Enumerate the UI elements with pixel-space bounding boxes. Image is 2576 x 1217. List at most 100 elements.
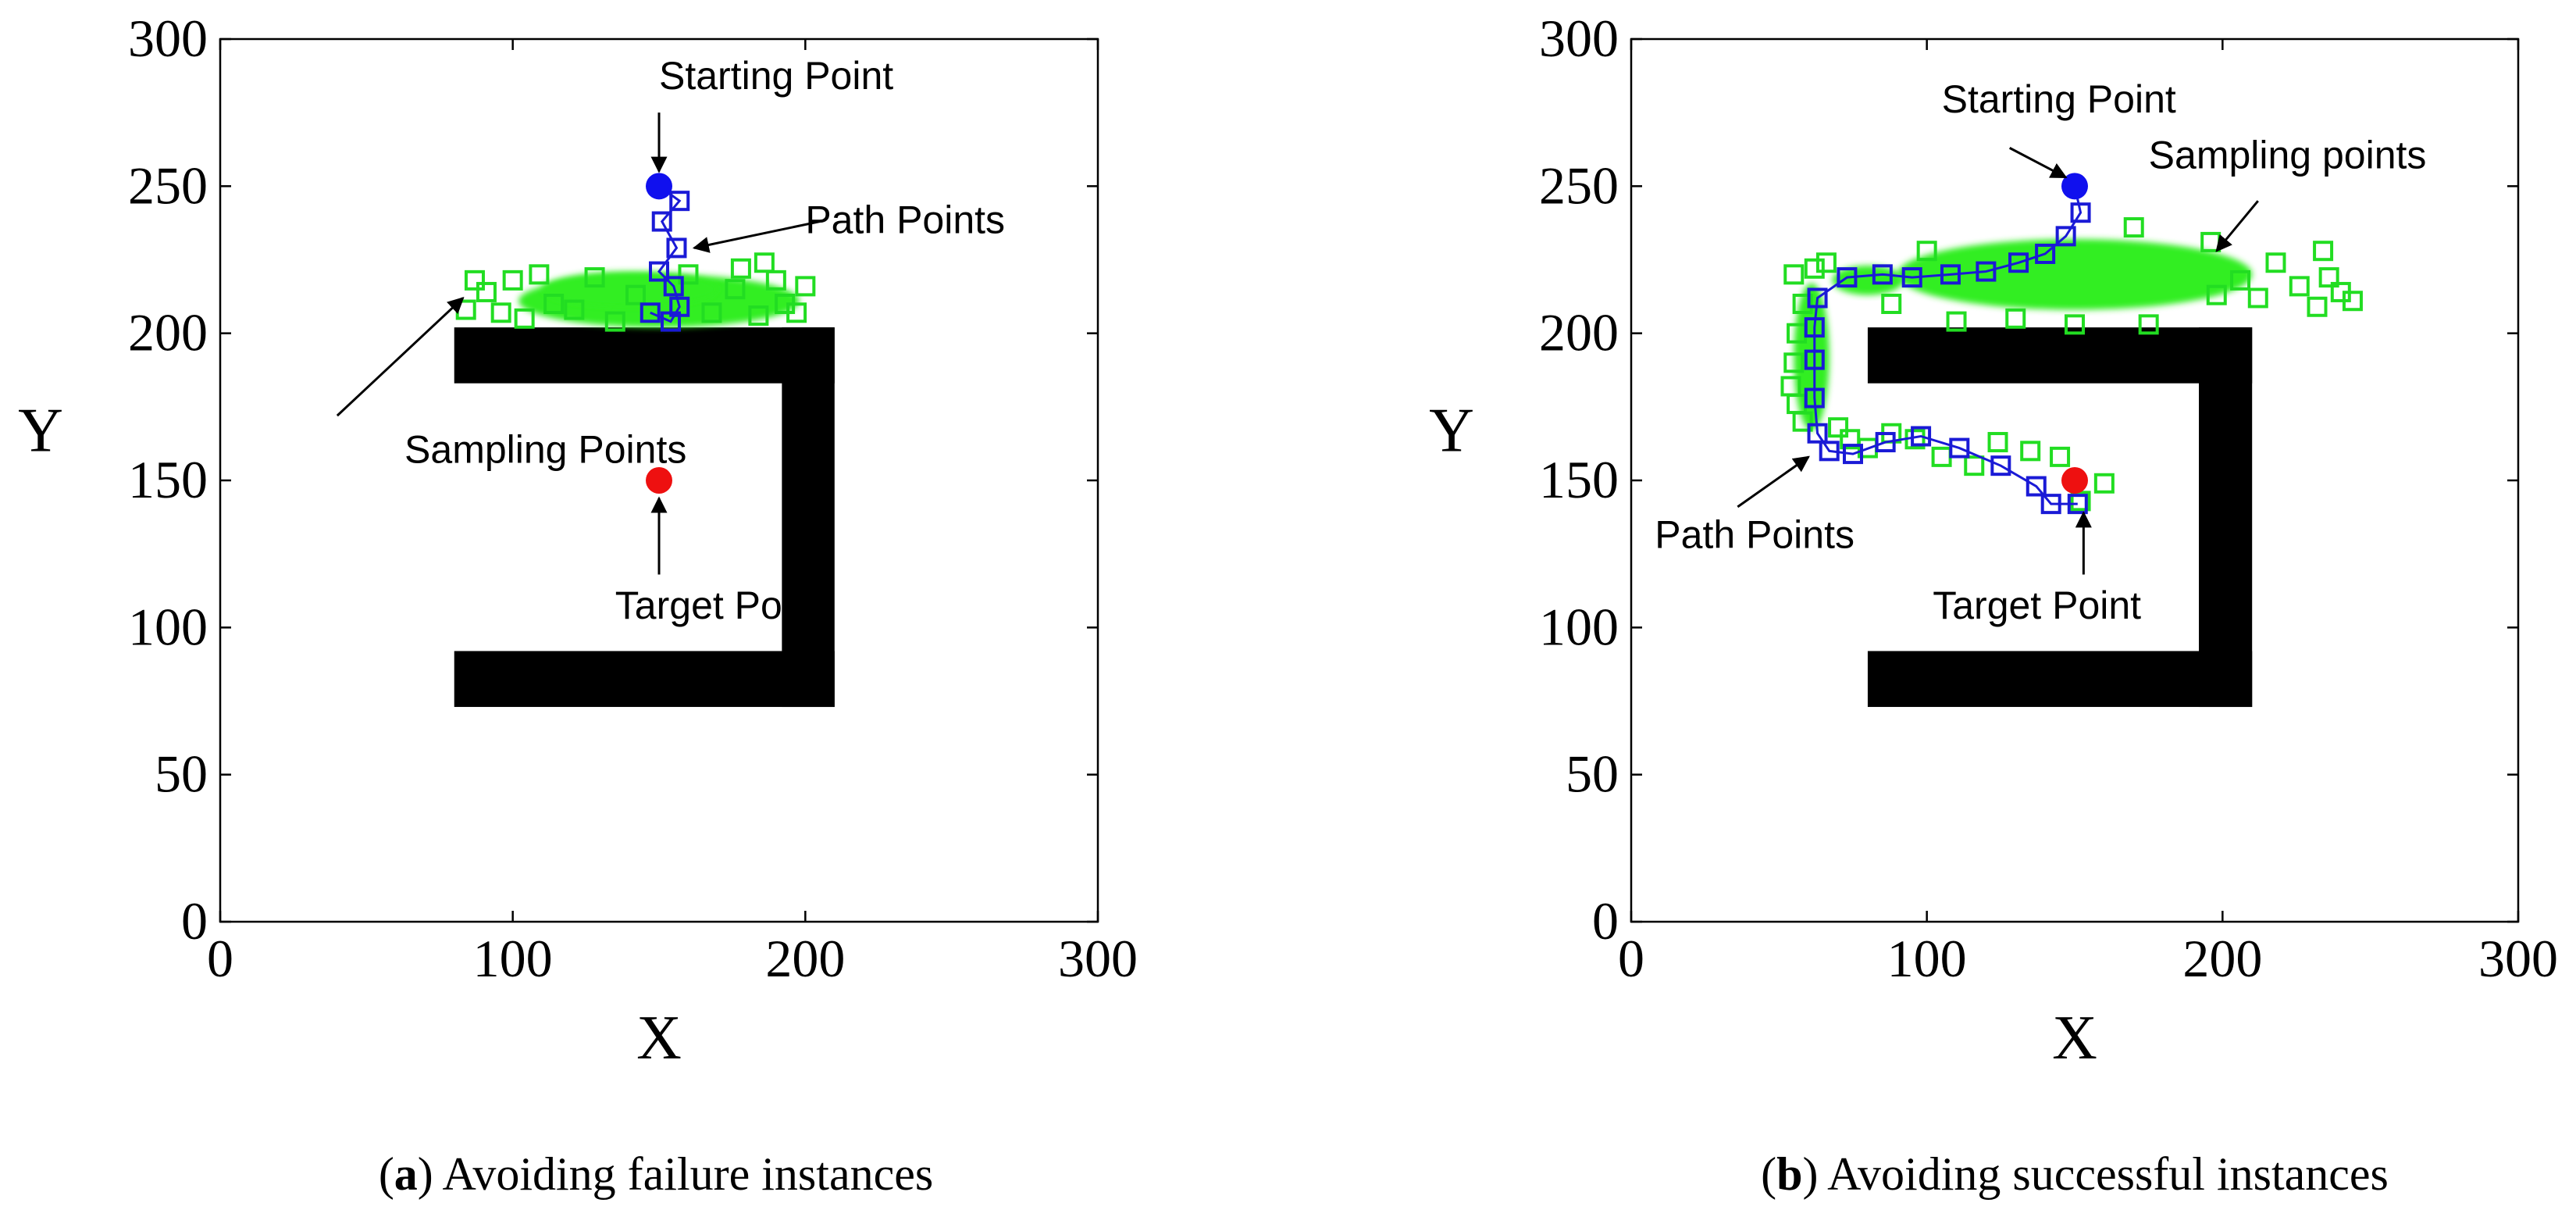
sampling-point-a-0 — [455, 299, 476, 320]
sampling-point-a-7 — [543, 294, 565, 314]
annotation-a-0: Starting Point — [659, 54, 893, 98]
obstacle-b-2 — [1867, 651, 2253, 708]
sampling-point-a-3 — [490, 302, 511, 323]
path-point-b-1 — [2070, 202, 2091, 223]
sampling-point-a-17 — [765, 269, 786, 291]
sampling-point-b-38 — [2123, 217, 2144, 238]
annotation-b-1: Sampling points — [2149, 134, 2427, 177]
annotation-arrow-a-2 — [336, 297, 465, 417]
sampling-point-a-15 — [748, 305, 769, 327]
sampling-point-a-16 — [754, 252, 775, 273]
sampling-point-b-19 — [2093, 473, 2115, 494]
sampling-point-b-35 — [2138, 314, 2159, 335]
path-point-b-4 — [2008, 252, 2029, 273]
sampling-point-a-10 — [604, 311, 625, 332]
path-point-b-3 — [2035, 243, 2056, 264]
path-point-b-2 — [2055, 226, 2076, 247]
ytick-label-a-4: 200 — [128, 303, 208, 362]
start-point-b — [2061, 173, 2088, 200]
sampling-point-b-33 — [2005, 308, 2026, 329]
path-point-b-12 — [1804, 349, 1825, 370]
sampling-point-b-15 — [1964, 455, 1985, 476]
path-point-a-3 — [666, 237, 687, 259]
ytick-label-b-2: 100 — [1539, 597, 1619, 656]
sampling-point-b-20 — [2070, 491, 2091, 512]
ytick-label-b-6: 300 — [1539, 9, 1619, 68]
sampling-point-a-5 — [514, 308, 535, 329]
sampling-region-b-0 — [1897, 239, 2253, 310]
path-point-a-4 — [649, 261, 669, 282]
path-point-b-22 — [2040, 494, 2061, 515]
panel-b: 0 100 200 300 0 50 100 150 200 250 300 X Y Starting P… — [1429, 9, 2558, 1072]
target-point-a — [646, 467, 672, 494]
ytick-label-a-6: 300 — [128, 9, 208, 68]
annotation-arrow-a-1 — [692, 220, 821, 253]
obstacle-a-2 — [454, 651, 835, 708]
caption-a-text: Avoiding failure instances — [442, 1148, 933, 1200]
sampling-point-a-9 — [584, 267, 605, 288]
sampling-point-b-24 — [2265, 252, 2286, 273]
sampling-point-b-30 — [2313, 241, 2334, 262]
sampling-point-b-16 — [1987, 432, 2008, 453]
ytick-label-a-3: 150 — [128, 450, 208, 509]
ytick-label-a-5: 250 — [128, 155, 208, 215]
annotation-b-3: Target Point — [1933, 584, 2141, 627]
sampling-point-b-37 — [1916, 241, 1937, 262]
sampling-point-b-17 — [2020, 441, 2041, 462]
sampling-point-a-14 — [725, 279, 746, 300]
sampling-point-b-0 — [1783, 264, 1805, 285]
sampling-point-a-19 — [786, 302, 807, 323]
xlabel-a: X — [636, 1004, 682, 1072]
sampling-point-b-29 — [2342, 291, 2363, 312]
sampling-point-a-12 — [678, 264, 699, 285]
sampling-point-b-36 — [1881, 294, 1902, 314]
xtick-label-a-3: 300 — [1058, 929, 1138, 988]
path-line-b — [1813, 186, 2083, 505]
annotation-b-0: Starting Point — [1942, 77, 2176, 121]
ytick-label-b-4: 200 — [1539, 303, 1619, 362]
sampling-point-a-6 — [529, 264, 550, 285]
path-point-b-15 — [1819, 441, 1840, 462]
path-point-a-5 — [663, 276, 684, 297]
obstacle-a-0 — [454, 327, 835, 384]
sampling-point-a-20 — [795, 276, 816, 297]
start-point-a — [646, 173, 672, 200]
xtick-label-a-2: 200 — [765, 929, 845, 988]
sampling-point-a-13 — [701, 302, 722, 323]
caption-b-text: Avoiding successful instances — [1827, 1148, 2389, 1200]
sampling-point-a-4 — [502, 269, 523, 291]
ytick-label-a-2: 100 — [128, 597, 208, 656]
path-point-b-9 — [1837, 267, 1858, 288]
ytick-label-b-5: 250 — [1539, 155, 1619, 215]
sampling-point-b-8 — [1815, 252, 1837, 273]
caption-a-letter: a — [394, 1148, 418, 1200]
xtick-label-a-1: 100 — [473, 929, 553, 988]
sampling-point-a-8 — [564, 299, 585, 320]
target-point-b — [2061, 467, 2088, 494]
sampling-point-b-21 — [2206, 284, 2227, 305]
path-point-b-14 — [1807, 423, 1828, 444]
sampling-point-b-34 — [2065, 314, 2085, 335]
annotation-b-2: Path Points — [1655, 513, 1855, 557]
ytick-label-a-1: 50 — [155, 744, 208, 804]
xtick-label-a-0: 0 — [207, 929, 233, 988]
path-point-b-21 — [2026, 476, 2047, 497]
sampling-point-b-32 — [1946, 311, 1967, 332]
path-point-b-18 — [1911, 426, 1932, 447]
path-point-b-20 — [1990, 455, 2011, 476]
path-point-b-7 — [1901, 267, 1922, 288]
sampling-point-a-2 — [476, 281, 497, 302]
caption-a: (a) Avoiding failure instances — [379, 1148, 933, 1200]
ylabel-b: Y — [1429, 396, 1474, 465]
path-point-b-10 — [1807, 287, 1828, 309]
obstacle-a-1 — [782, 327, 835, 708]
ytick-label-a-0: 0 — [181, 891, 208, 951]
path-point-a-8 — [640, 302, 661, 323]
path-point-b-8 — [1872, 264, 1893, 285]
path-point-b-5 — [1976, 261, 1997, 282]
sampling-point-b-25 — [2289, 276, 2310, 297]
sampling-point-b-18 — [2050, 446, 2071, 467]
ylabel-a: Y — [18, 396, 63, 465]
sampling-point-b-14 — [1931, 446, 1952, 467]
path-point-b-19 — [1949, 437, 1970, 459]
